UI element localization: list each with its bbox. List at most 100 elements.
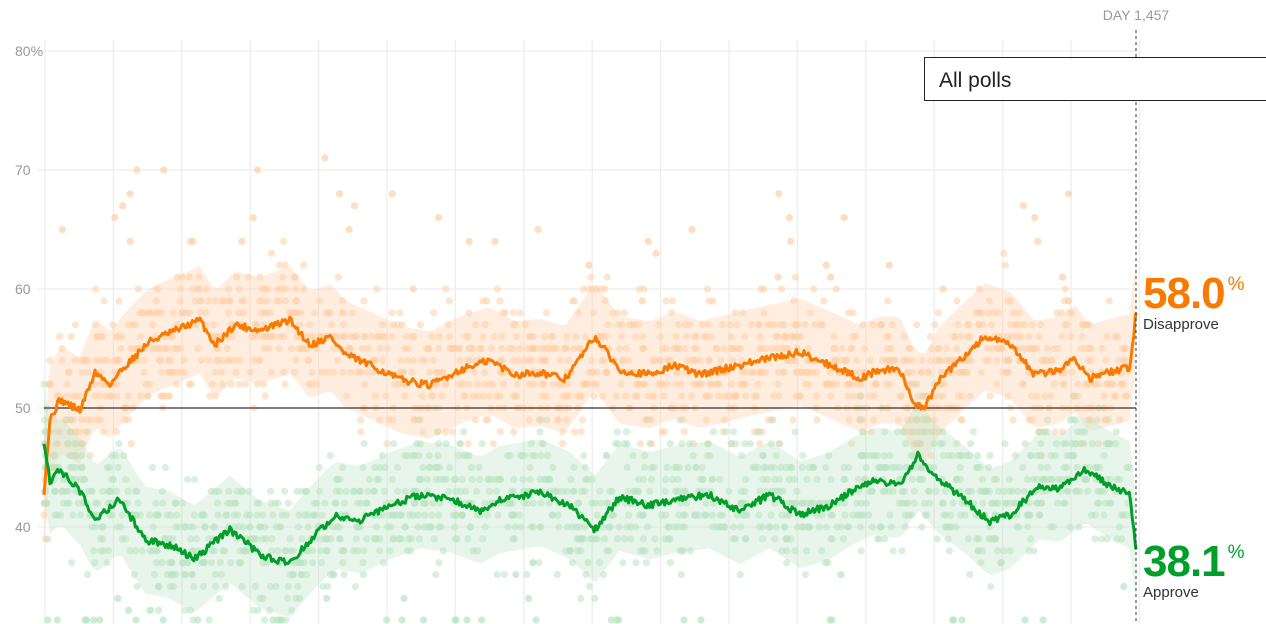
poll-dot [232, 368, 240, 376]
poll-dot [374, 333, 382, 341]
poll-dot [1037, 321, 1045, 329]
poll-dot [966, 392, 974, 400]
poll-dot [427, 392, 435, 400]
poll-dot [523, 571, 531, 579]
poll-dot [799, 452, 807, 460]
poll-dot [191, 297, 199, 305]
poll-dot [581, 333, 590, 341]
poll-dot [639, 535, 648, 543]
poll-dot [631, 392, 639, 400]
poll-dot [985, 297, 994, 305]
poll-dot [93, 416, 101, 424]
poll-dot [889, 547, 897, 555]
poll-dot [1004, 392, 1012, 400]
poll-dot [1034, 237, 1042, 245]
poll-dot [246, 368, 254, 376]
poll-dot [1001, 261, 1009, 269]
poll-dot [733, 321, 741, 329]
poll-dot [261, 392, 269, 400]
poll-dot [849, 309, 857, 317]
poll-dot [481, 321, 489, 329]
poll-dot [622, 344, 631, 353]
poll-dot [435, 344, 443, 353]
poll-dot [1087, 416, 1095, 424]
poll-dot [635, 380, 643, 388]
poll-dot [471, 416, 479, 424]
poll-dot [969, 428, 977, 436]
poll-dot [909, 368, 917, 376]
poll-dot [72, 392, 80, 400]
poll-dot [640, 285, 648, 293]
poll-dot [177, 285, 185, 293]
poll-dot [1117, 380, 1125, 388]
poll-dot [741, 440, 749, 448]
poll-dot [885, 261, 893, 269]
poll-dot [1043, 344, 1051, 353]
poll-dot [442, 285, 450, 293]
poll-dot [360, 380, 368, 388]
poll-dot [791, 273, 800, 281]
poll-dot [1047, 392, 1055, 400]
poll-dot [136, 309, 144, 317]
poll-dot [963, 368, 971, 376]
poll-dot [205, 356, 213, 364]
poll-dot [705, 356, 713, 364]
poll-dot [83, 571, 92, 579]
poll-dot [170, 309, 178, 317]
poll-dot [681, 344, 689, 353]
poll-dot [92, 356, 100, 364]
poll-dot [1065, 190, 1073, 198]
poll-dot [187, 535, 195, 543]
poll-dot [640, 344, 648, 353]
poll-dot [842, 356, 851, 364]
poll-dot [577, 594, 585, 603]
poll-dot [742, 392, 750, 400]
poll-dot [163, 344, 171, 353]
poll-dot [64, 368, 73, 376]
poll-dot [1068, 368, 1076, 376]
poll-dot [897, 392, 905, 400]
poll-dot [945, 547, 954, 555]
poll-dot [428, 333, 436, 341]
poll-dot [281, 261, 289, 269]
poll-dot [287, 344, 296, 353]
poll-dot [340, 333, 348, 341]
poll-dot [164, 356, 172, 364]
poll-dot [1008, 333, 1016, 341]
poll-dot [615, 616, 623, 624]
poll-dot [715, 380, 723, 388]
poll-dot [191, 475, 199, 483]
poll-dot [432, 571, 440, 579]
poll-dot [300, 285, 308, 293]
poll-dot [822, 261, 830, 269]
poll-dot [263, 333, 271, 341]
poll-dot [235, 309, 243, 317]
poll-dot [844, 392, 852, 400]
poll-dot [365, 344, 373, 353]
poll-dot [58, 356, 66, 364]
poll-dot [335, 190, 344, 198]
poll-dot [418, 392, 426, 400]
poll-dot [1007, 321, 1015, 329]
poll-dot [849, 380, 857, 388]
poll-dot [688, 392, 696, 400]
poll-dot [293, 487, 301, 495]
poll-dot [113, 428, 121, 436]
poll-dot [1012, 321, 1020, 329]
poll-filter-dropdown[interactable]: All polls [924, 57, 1266, 101]
poll-dot [686, 547, 694, 555]
poll-dot [419, 428, 427, 436]
poll-dot [439, 368, 447, 376]
poll-dot [317, 559, 325, 567]
poll-dot [452, 616, 460, 624]
poll-dot [396, 309, 404, 317]
poll-dot [1102, 380, 1111, 388]
poll-dot [388, 309, 396, 317]
poll-dot [115, 440, 123, 448]
poll-dot [359, 571, 367, 579]
poll-dot [479, 333, 487, 341]
poll-dot [210, 321, 218, 329]
poll-dot [457, 440, 465, 448]
poll-dot [669, 297, 677, 305]
poll-dot [755, 321, 763, 329]
